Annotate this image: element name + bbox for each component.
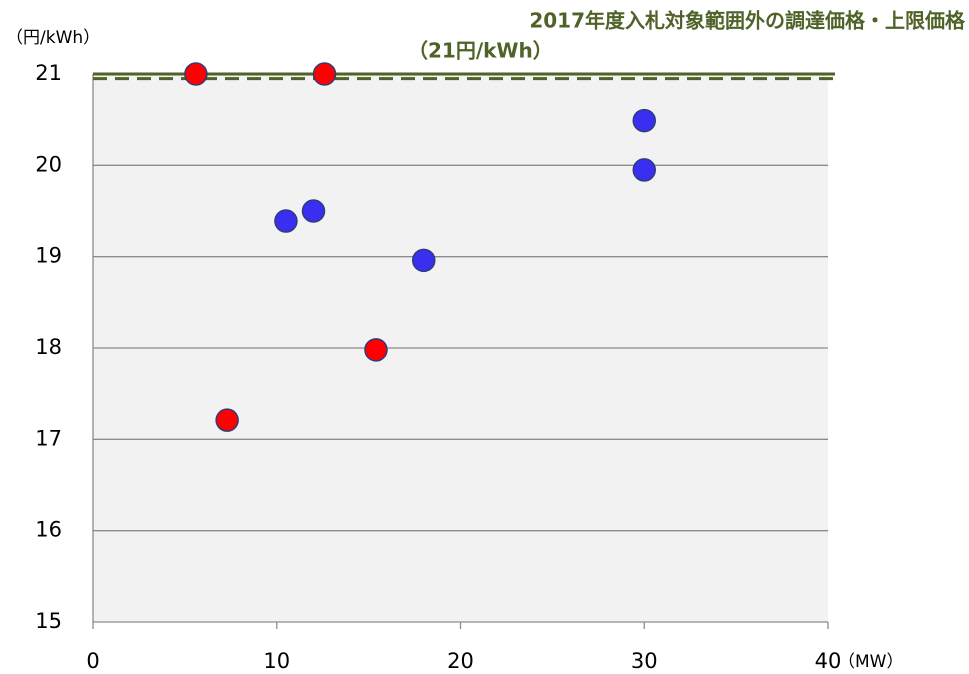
x-tick-label: 10 <box>263 649 290 673</box>
point <box>364 338 388 362</box>
point <box>301 199 326 223</box>
point <box>632 108 656 133</box>
x-tick-label: 0 <box>86 649 99 673</box>
x-axis-label: （MW） <box>838 652 903 672</box>
point <box>412 248 436 273</box>
x-tick-label: 40 <box>815 649 842 673</box>
point <box>312 62 337 86</box>
y-tick-label: 16 <box>35 518 62 542</box>
x-tick-label: 30 <box>631 649 658 673</box>
annotation: 2017年度入札対象範囲外の調達価格・上限価格 <box>529 9 966 33</box>
annotation: （21円/kWh） <box>408 39 553 63</box>
y-tick-label: 17 <box>35 426 62 450</box>
y-tick-label: 18 <box>35 335 62 359</box>
point <box>632 158 656 182</box>
point <box>274 209 298 233</box>
point <box>184 62 208 86</box>
y-tick-label: 20 <box>35 152 62 176</box>
x-tick-label: 20 <box>447 649 474 673</box>
y-tick-label: 15 <box>35 609 62 633</box>
y-axis-label: （円/kWh） <box>6 28 100 48</box>
y-tick-label: 21 <box>35 61 62 85</box>
point <box>215 408 239 432</box>
y-tick-label: 19 <box>35 244 62 268</box>
